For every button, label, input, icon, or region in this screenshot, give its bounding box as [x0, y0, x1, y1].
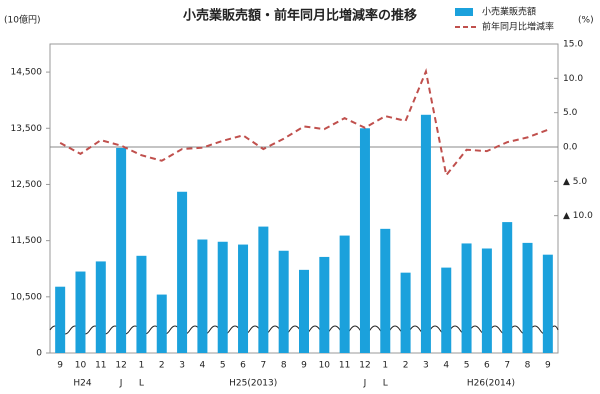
chart-title: 小売業販売額・前年同月比増減率の推移	[183, 8, 417, 24]
bar	[542, 254, 553, 353]
x-group-label: L	[383, 379, 388, 389]
x-tick-label: 12	[359, 361, 370, 371]
bar	[522, 242, 533, 353]
x-tick-label: 5	[220, 361, 226, 371]
y2-tick-label: ▲ 10.0	[563, 211, 593, 221]
bar	[197, 239, 208, 353]
x-tick-label: 7	[504, 361, 510, 371]
bar	[177, 191, 188, 353]
x-tick-label: 8	[525, 361, 531, 371]
y2-tick-label: 10.0	[563, 74, 583, 84]
bar	[299, 269, 309, 353]
bar	[339, 235, 350, 353]
bar	[278, 250, 289, 353]
line	[59, 68, 549, 178]
x-tick-label: 4	[443, 361, 449, 371]
bar	[481, 248, 492, 353]
bar	[55, 286, 66, 353]
x-group-label: H24	[73, 379, 91, 389]
y-tick-label: 10,500	[11, 292, 43, 302]
y-axis-label: (10億円)	[4, 14, 40, 26]
bar	[400, 272, 411, 353]
legend-swatch	[455, 8, 473, 16]
x-tick-label: 4	[200, 361, 206, 371]
x-group-label: J	[363, 379, 367, 389]
bar	[136, 255, 147, 353]
x-tick-label: 10	[75, 361, 87, 371]
bar	[156, 294, 167, 353]
bar	[116, 147, 127, 353]
bar	[217, 241, 228, 353]
x-tick-label: 1	[139, 361, 145, 371]
bar	[258, 226, 269, 353]
bar	[75, 271, 86, 353]
y2-axis-label: (%)	[578, 16, 594, 26]
x-tick-label: 7	[260, 361, 266, 371]
x-group-label: H25(2013)	[229, 379, 277, 389]
x-tick-label: 9	[57, 361, 63, 371]
x-tick-label: 3	[179, 361, 185, 371]
bar	[95, 261, 106, 353]
x-tick-label: 11	[339, 361, 350, 371]
y-tick-label: 13,500	[11, 124, 43, 134]
x-tick-label: 2	[159, 361, 165, 371]
x-tick-label: 6	[484, 361, 490, 371]
bar	[441, 267, 452, 353]
bar	[359, 128, 370, 353]
bar	[319, 256, 330, 353]
x-tick-label: 11	[95, 361, 106, 371]
legend-label: 前年同月比増減率	[482, 21, 554, 33]
y2-tick-label: 15.0	[563, 40, 583, 50]
x-group-label: J	[119, 379, 123, 389]
bar	[461, 243, 472, 353]
x-tick-label: 6	[240, 361, 246, 371]
x-tick-label: 5	[464, 361, 470, 371]
y-tick-label: 12,500	[11, 180, 43, 190]
x-tick-label: 2	[403, 361, 409, 371]
y2-tick-label: ▲ 5.0	[563, 177, 587, 187]
legend-label: 小売業販売額	[482, 6, 536, 18]
x-group-label: H26(2014)	[467, 379, 515, 389]
y-tick-label: 14,500	[11, 68, 43, 78]
bar	[238, 244, 249, 353]
bar	[420, 114, 431, 353]
x-tick-label: 12	[115, 361, 126, 371]
x-tick-label: 9	[301, 361, 307, 371]
x-tick-label: 1	[382, 361, 388, 371]
bar	[502, 222, 513, 353]
x-tick-label: 8	[281, 361, 287, 371]
y2-tick-label: 0.0	[563, 143, 578, 153]
y-tick-label: 0	[36, 349, 42, 359]
bar	[380, 228, 391, 353]
x-tick-label: 9	[545, 361, 551, 371]
y-tick-label: 11,500	[11, 236, 43, 246]
x-tick-label: 3	[423, 361, 429, 371]
x-group-label: L	[139, 379, 144, 389]
x-tick-label: 10	[319, 361, 331, 371]
y2-tick-label: 5.0	[563, 108, 578, 118]
